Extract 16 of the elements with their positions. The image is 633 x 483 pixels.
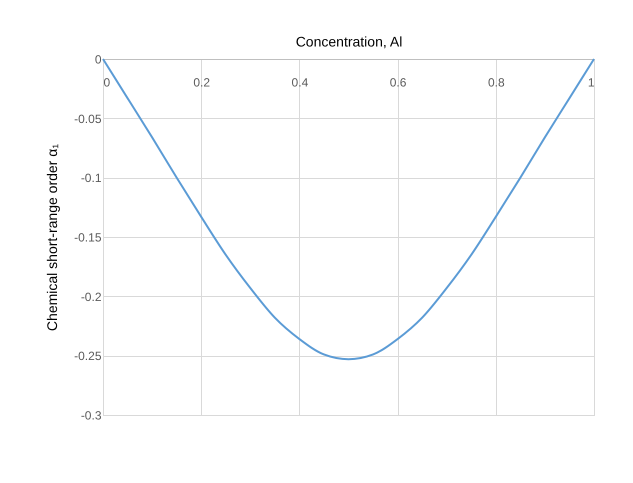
y-tick-label: -0.25 (74, 349, 102, 364)
y-tick-label: -0.3 (80, 408, 102, 422)
x-axis-title: Concentration, Al (296, 34, 402, 50)
y-axis-title: Chemical short-range order α₁ (44, 144, 60, 332)
y-tick-label: -0.15 (74, 230, 102, 244)
x-tick-label: 0.6 (390, 76, 407, 90)
x-tick-label: 0.2 (193, 76, 210, 90)
x-tick-label: 0 (104, 76, 110, 90)
line-series (102, 58, 595, 360)
x-tick-label: 0.4 (292, 76, 309, 90)
y-tick-label: -0.2 (80, 290, 102, 304)
y-tick-label: 0 (94, 52, 102, 66)
x-tick-label: 1 (588, 76, 595, 90)
x-tick-label: 0.8 (488, 76, 505, 90)
y-tick-label: -0.05 (74, 112, 102, 126)
y-tick-label: -0.1 (80, 171, 102, 186)
